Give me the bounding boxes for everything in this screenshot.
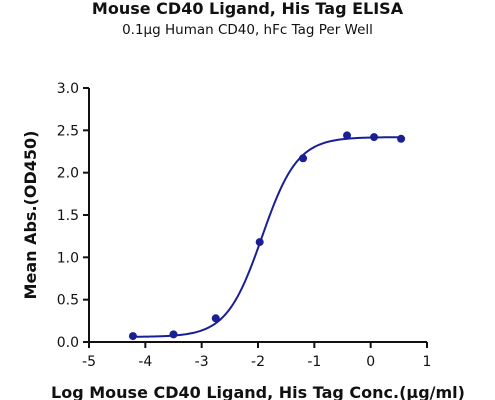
data-point bbox=[343, 131, 352, 140]
data-point bbox=[370, 133, 379, 142]
data-point bbox=[211, 314, 220, 323]
x-tick-label: -5 bbox=[82, 354, 96, 370]
y-axis-label: Mean Abs.(OD450) bbox=[21, 131, 40, 300]
x-tick-label: -2 bbox=[251, 354, 265, 370]
data-point bbox=[128, 332, 137, 341]
x-axis-label: Log Mouse CD40 Ligand, His Tag Conc.(µg/… bbox=[51, 383, 465, 400]
y-tick-label: 1.0 bbox=[57, 250, 79, 266]
data-points bbox=[128, 131, 406, 341]
x-tick-label: 0 bbox=[366, 354, 375, 370]
x-tick-label: -3 bbox=[195, 354, 209, 370]
fit-curve bbox=[132, 136, 402, 338]
data-point bbox=[397, 134, 406, 143]
x-tick-label: -4 bbox=[138, 354, 152, 370]
y-tick-label: 2.5 bbox=[57, 123, 79, 139]
data-point bbox=[255, 238, 264, 247]
y-tick-label: 0.5 bbox=[57, 293, 79, 309]
data-point bbox=[169, 330, 178, 339]
y-tick-label: 2.0 bbox=[57, 166, 79, 182]
chart-title: Mouse CD40 Ligand, His Tag ELISA bbox=[91, 0, 404, 18]
data-point bbox=[299, 154, 308, 163]
x-tick-label: 1 bbox=[423, 354, 432, 370]
y-tick-label: 1.5 bbox=[57, 208, 79, 224]
axes: 0.0 0.5 1.0 1.5 2.0 2.5 3.0 -5 -4 -3 -2 -1 0 1 bbox=[57, 81, 432, 370]
x-tick-label: -1 bbox=[307, 354, 321, 370]
chart-subtitle: 0.1µg Human CD40, hFc Tag Per Well bbox=[122, 22, 373, 38]
y-tick-label: 0.0 bbox=[57, 335, 79, 351]
y-tick-label: 3.0 bbox=[57, 81, 79, 97]
